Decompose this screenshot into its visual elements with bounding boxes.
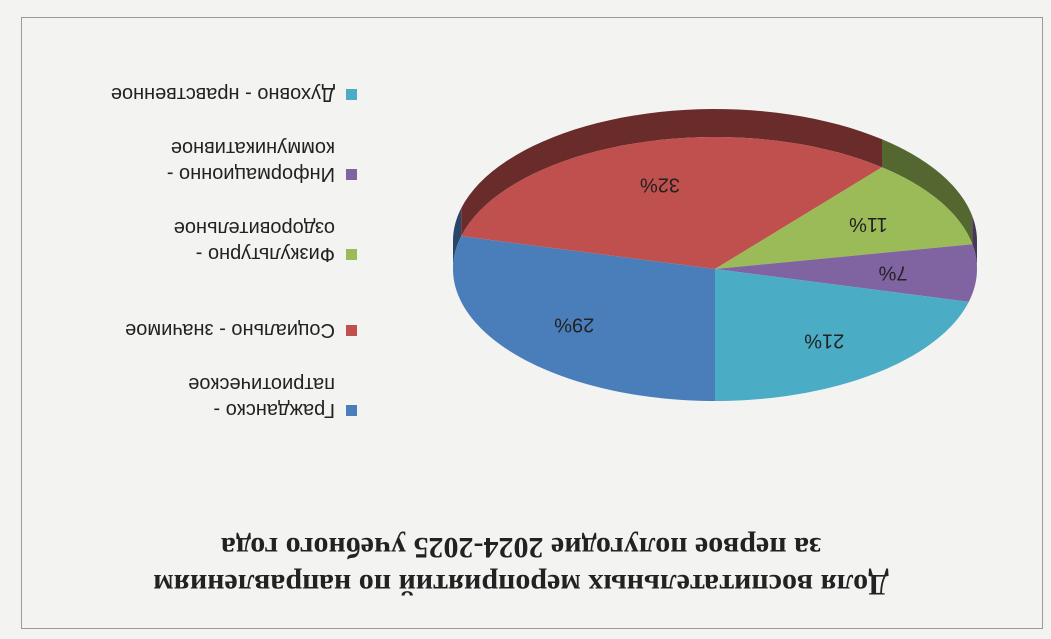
slice-side <box>461 109 883 237</box>
legend-label: Гражданско - патриотическое <box>188 373 335 421</box>
data-label: 29% <box>554 314 594 336</box>
legend-item: Информационно - коммуникативное <box>77 135 357 187</box>
legend-swatch <box>346 249 357 260</box>
legend-swatch <box>346 89 357 100</box>
slice-side <box>882 139 973 245</box>
pie-slice <box>453 236 715 401</box>
data-label: 32% <box>640 173 680 195</box>
pie-slice <box>715 269 969 401</box>
slice-side <box>972 216 977 269</box>
data-label: 21% <box>804 330 844 352</box>
pie-slice <box>715 244 977 302</box>
data-label: 11% <box>849 213 888 235</box>
legend-item: Физкультурно - оздоровительное <box>77 215 357 267</box>
pie-slice <box>715 167 973 269</box>
legend-swatch <box>346 169 357 180</box>
legend-label: Физкультурно - оздоровительное <box>173 217 335 265</box>
legend-label: Информационно - коммуникативное <box>166 137 335 185</box>
data-label: 7% <box>878 262 907 284</box>
legend-item: Социально - значимое <box>77 317 357 343</box>
legend-swatch <box>346 405 357 416</box>
legend-item: Гражданско - патриотическое <box>77 371 357 423</box>
legend-label: Социально - значимое <box>125 319 335 341</box>
slice-side <box>453 208 462 269</box>
legend-label: Духовно - нравственное <box>110 83 335 105</box>
legend-item: Духовно - нравственное <box>77 81 357 107</box>
legend-swatch <box>346 325 357 336</box>
pie-slice <box>461 137 883 269</box>
